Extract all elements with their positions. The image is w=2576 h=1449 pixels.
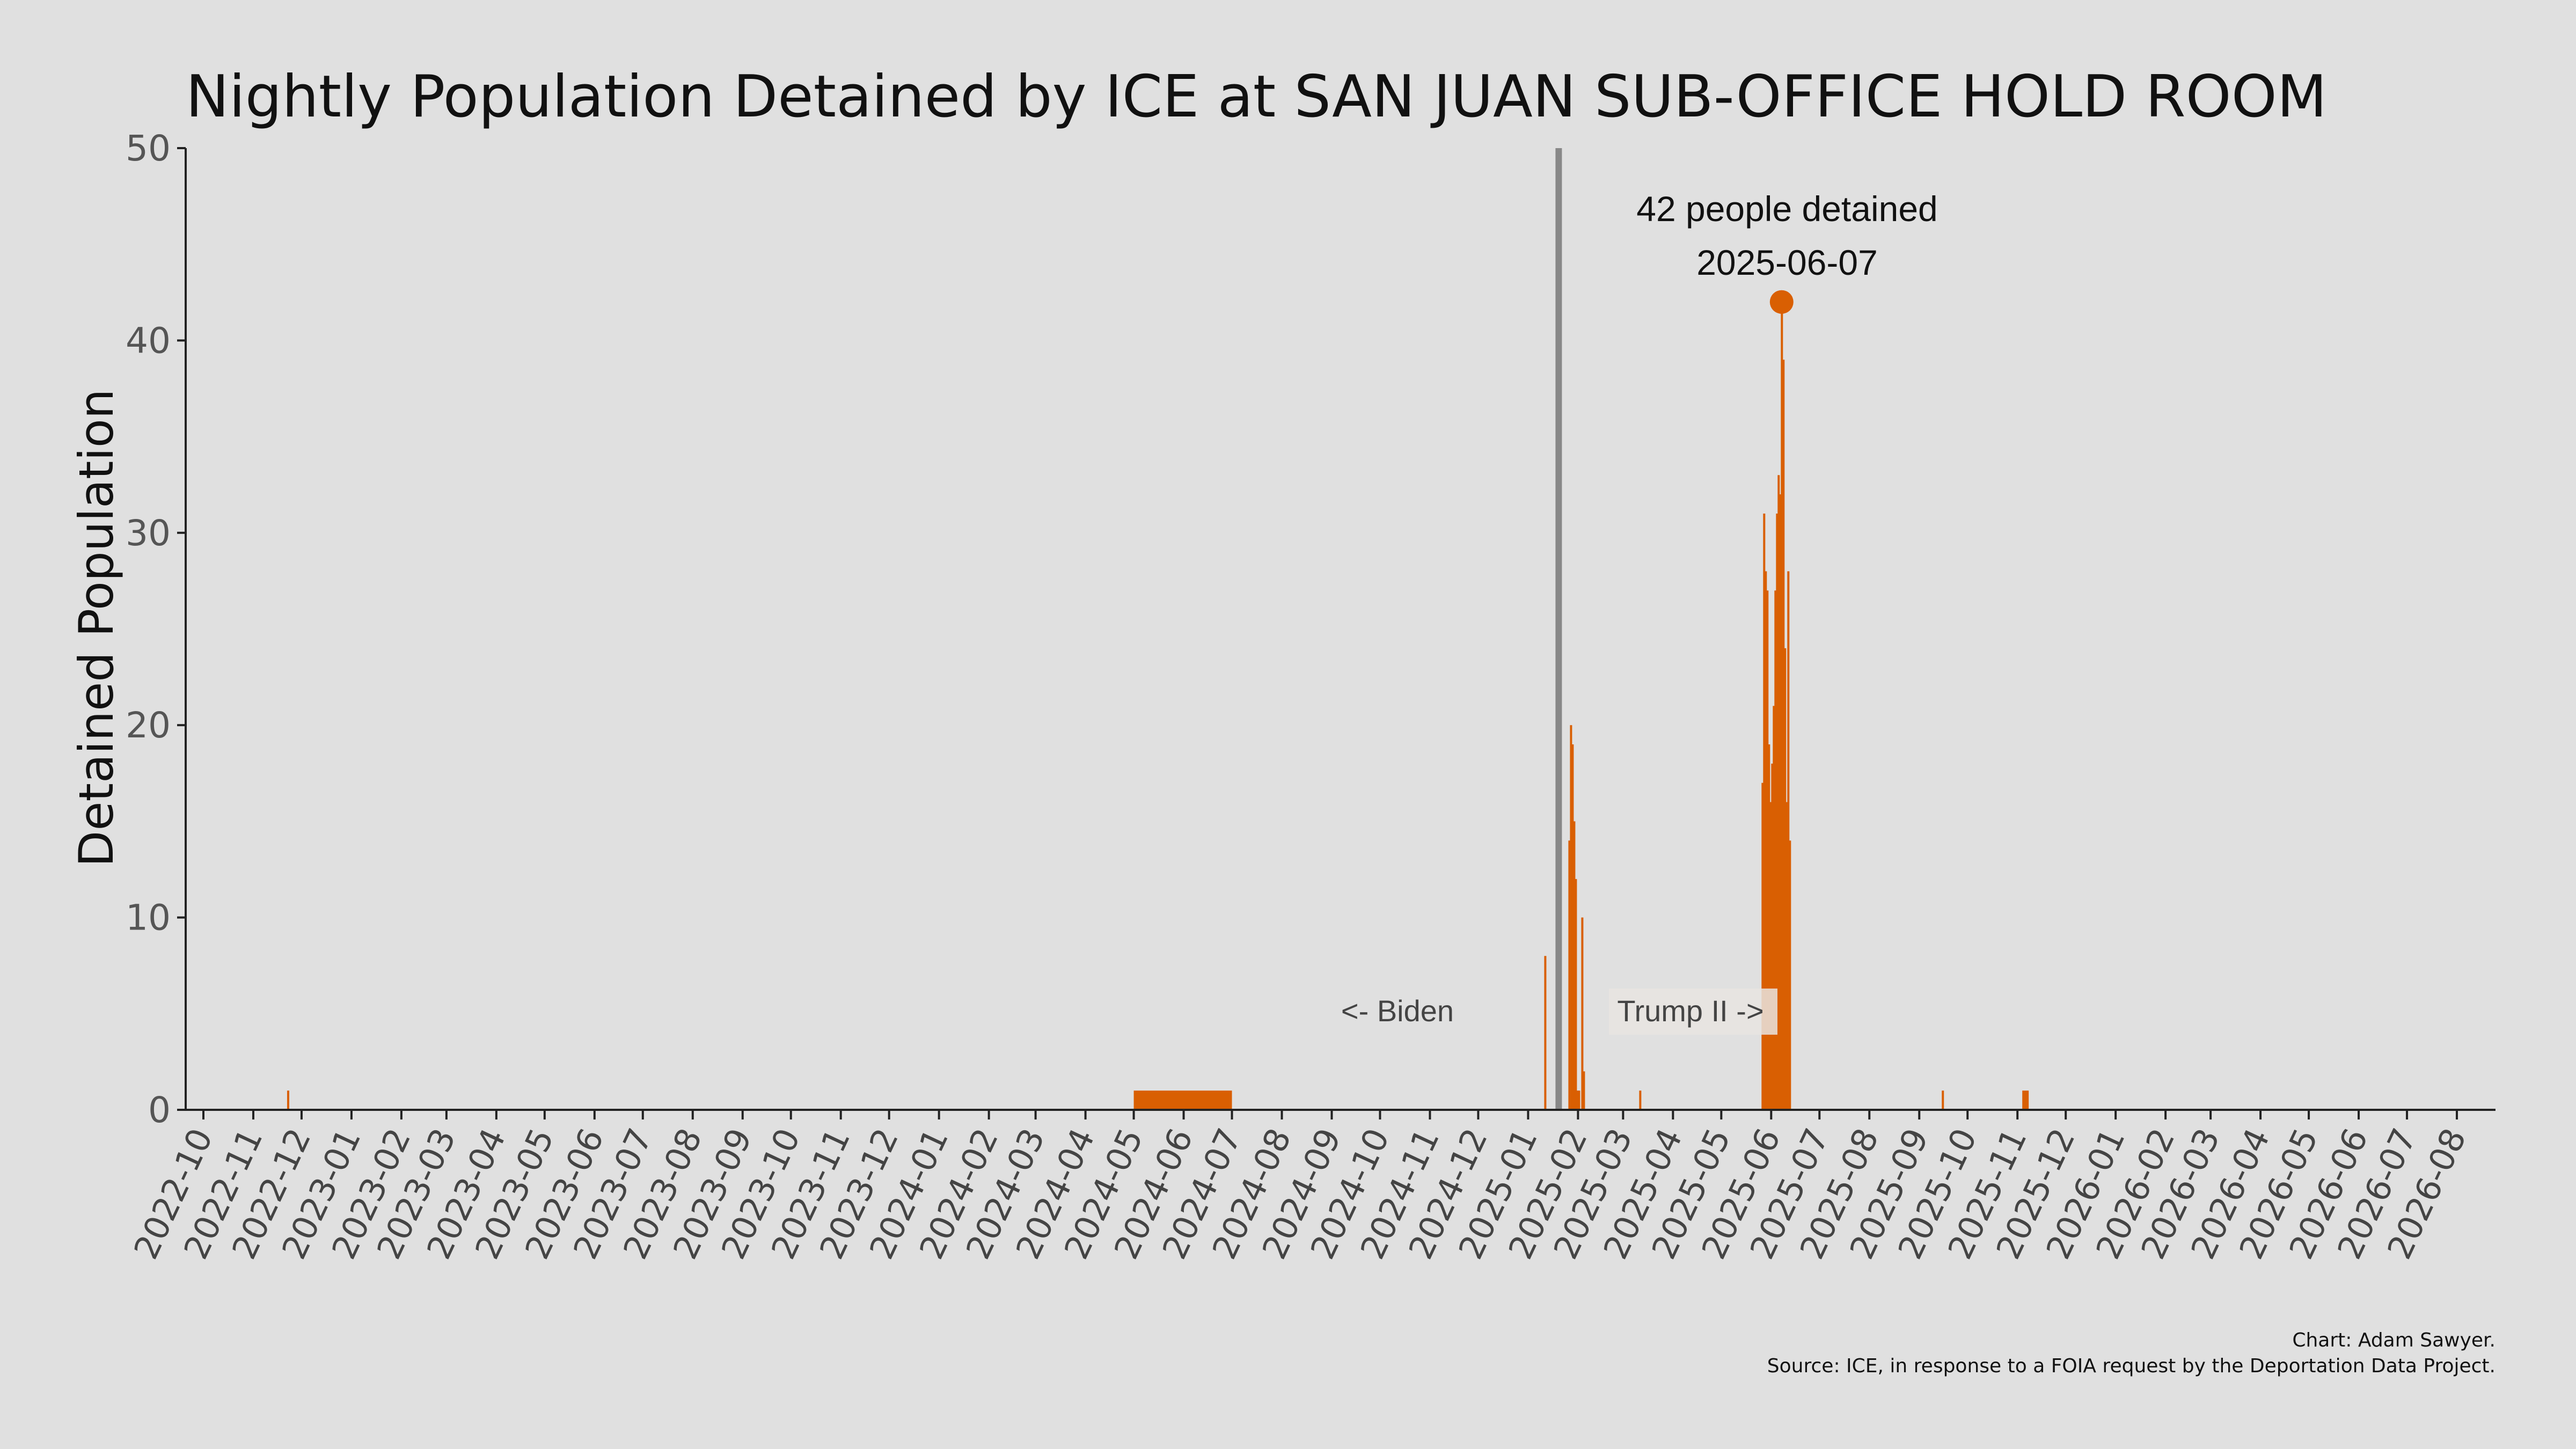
bar-2025-01-26 <box>1568 840 1571 1110</box>
bar-2025-06-08 <box>1782 360 1785 1110</box>
annotations-layer: 42 people detained 2025-06-07 <- Biden Trum… <box>1341 189 1938 1035</box>
y-tick-label-40: 40 <box>126 320 171 361</box>
chart-title: Nightly Population Detained by ICE at SA… <box>186 63 2327 130</box>
divider-layer <box>1555 148 1562 1110</box>
bar-2025-06-10 <box>1785 802 1788 1110</box>
bar-2025-06-11 <box>1787 571 1790 1110</box>
bar-2025-06-07 <box>1781 302 1783 1110</box>
bars-layer <box>287 302 2029 1110</box>
bar-2025-06-05 <box>1777 475 1780 1110</box>
axes-layer <box>185 148 2496 1111</box>
credit-source: Source: ICE, in response to a FOIA reque… <box>1767 1355 2496 1377</box>
peak-annotation-count: 42 people detained <box>1636 189 1938 229</box>
y-tick-label-20: 20 <box>126 705 171 746</box>
bar-2025-06-06 <box>1779 494 1782 1110</box>
bar-2025-06-04 <box>1776 513 1779 1110</box>
bar-2025-01-31 <box>1576 1091 1579 1110</box>
y-ticks-layer: 0 10 20 30 40 50 <box>126 128 186 1131</box>
bar-2025-05-29 <box>1766 590 1769 1110</box>
bar-2025-02-04 <box>1583 1071 1585 1110</box>
bar-2025-01-27 <box>1570 725 1572 1110</box>
peak-annotation-date: 2025-06-07 <box>1696 243 1878 282</box>
bar-2025-06-09 <box>1784 648 1787 1110</box>
y-tick-label-30: 30 <box>126 513 171 554</box>
bar-2025-06-02 <box>1773 706 1775 1110</box>
credits: Chart: Adam Sawyer. Source: ICE, in resp… <box>1767 1328 2496 1379</box>
bar-2025-11-04 <box>2022 1091 2029 1110</box>
bar-2025-05-28 <box>1765 571 1767 1110</box>
bar-2025-06-03 <box>1774 590 1777 1110</box>
bar-2024-05-01 <box>1133 1091 1232 1110</box>
bar-2025-03-11 <box>1639 1091 1642 1110</box>
bar-2022-11-22 <box>287 1091 289 1110</box>
credit-author: Chart: Adam Sawyer. <box>2292 1329 2496 1351</box>
bar-2025-05-26 <box>1761 782 1764 1110</box>
era-label-trump: Trump II -> <box>1617 994 1763 1028</box>
y-tick-label-50: 50 <box>126 128 171 169</box>
bar-2025-01-30 <box>1575 879 1577 1110</box>
bar-2025-06-01 <box>1771 763 1774 1110</box>
y-axis-label: Detained Population <box>69 389 124 867</box>
bar-2025-01-11 <box>1544 956 1547 1110</box>
y-tick-label-10: 10 <box>126 897 171 939</box>
bar-2025-05-30 <box>1768 744 1770 1110</box>
x-ticks-layer: 2022-102022-112022-122023-012023-022023-… <box>126 1110 2474 1265</box>
bar-2025-01-29 <box>1573 821 1576 1110</box>
bar-2025-01-28 <box>1571 744 1574 1110</box>
y-tick-label-0: 0 <box>148 1089 171 1131</box>
peak-marker <box>1769 290 1794 314</box>
bar-2025-05-27 <box>1763 513 1766 1110</box>
era-label-trump-background <box>1609 989 1777 1035</box>
bar-2025-09-15 <box>1942 1091 1944 1110</box>
bar-2025-05-31 <box>1769 802 1772 1110</box>
administration-divider <box>1555 148 1562 1110</box>
bar-2025-06-12 <box>1789 840 1791 1110</box>
bar-2025-02-01 <box>1578 1091 1580 1110</box>
bar-2025-02-03 <box>1581 917 1584 1110</box>
era-label-biden: <- Biden <box>1341 994 1454 1028</box>
